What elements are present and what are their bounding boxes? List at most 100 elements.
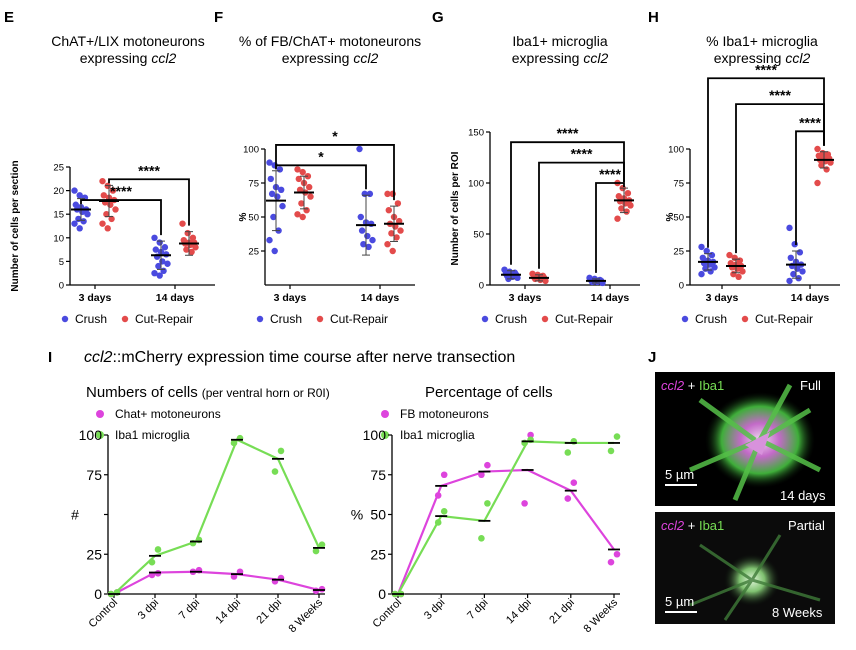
significance-label: **** — [755, 61, 777, 77]
data-point — [384, 241, 391, 248]
scale-bar-label: 5 µm — [665, 467, 694, 482]
y-tick-label: 50 — [473, 230, 484, 241]
data-point — [627, 202, 634, 209]
series-line — [396, 468, 615, 595]
y-tick-label: 100 — [363, 427, 387, 443]
data-point — [161, 244, 169, 251]
data-point — [298, 200, 305, 207]
data-point — [618, 205, 625, 212]
significance-label: * — [332, 128, 338, 144]
legend-marker — [256, 315, 264, 323]
title-italic: ccl2 — [583, 50, 608, 66]
data-point — [179, 220, 186, 227]
data-point — [360, 241, 367, 248]
data-point — [271, 247, 278, 255]
x-tick-label: 14 days — [156, 292, 195, 304]
data-point — [103, 211, 110, 218]
data-point — [296, 186, 304, 193]
data-point — [278, 186, 285, 193]
chart-title: Numbers of cells (per ventral horn or R0I… — [86, 384, 330, 401]
data-point — [164, 260, 171, 267]
y-tick-label: 75 — [86, 467, 102, 483]
data-point — [787, 254, 794, 261]
data-point — [76, 225, 83, 232]
data-point — [267, 175, 274, 183]
data-point — [294, 211, 301, 218]
data-point — [358, 227, 366, 234]
data-point — [514, 274, 521, 282]
x-tick-label: 3 dpi — [136, 597, 161, 622]
title-text: Numbers of cells — [86, 384, 198, 401]
data-point — [312, 547, 320, 555]
data-point — [478, 535, 485, 542]
significance-bracket — [275, 144, 395, 201]
y-tick-label: 15 — [53, 210, 64, 221]
micrograph-partial-label: ccl2 + Iba1 — [661, 518, 724, 533]
data-point — [156, 239, 163, 246]
y-tick-label: 0 — [679, 281, 684, 292]
data-point — [440, 508, 448, 515]
data-point — [270, 213, 277, 221]
data-point — [394, 200, 402, 207]
data-point — [276, 166, 284, 173]
y-tick-label: 25 — [86, 546, 102, 562]
legend-marker — [316, 315, 324, 323]
title-text: expressing — [80, 50, 152, 66]
x-tick-label: 3 dpi — [422, 597, 447, 622]
x-tick-label: 14 days — [591, 292, 630, 304]
x-tick-label: 7 dpi — [177, 597, 202, 622]
significance-bracket — [595, 182, 625, 273]
y-tick-label: 75 — [370, 467, 386, 483]
significance-bracket — [80, 199, 162, 236]
data-point — [726, 251, 733, 259]
data-point — [484, 500, 491, 507]
data-point — [786, 277, 793, 285]
micrograph-partial: ccl2 + Iba1 Partial 5 µm 8 Weeks — [655, 512, 835, 624]
x-tick-label: 14 dpi — [504, 597, 534, 627]
chart-title-line1: ChAT+/LIX motoneurons — [51, 33, 204, 49]
series-line — [113, 438, 320, 595]
y-axis-label: % — [238, 212, 249, 221]
title-text: expressing — [282, 50, 354, 66]
data-point — [99, 220, 106, 227]
panel-letter: F — [214, 9, 223, 26]
data-point — [107, 201, 114, 208]
data-point — [389, 190, 396, 198]
chart-title: Percentage of cells — [425, 384, 553, 401]
legend-marker — [96, 410, 104, 418]
title-italic: ccl2 — [785, 50, 810, 66]
data-point — [108, 215, 115, 223]
x-tick-label: 14 dpi — [213, 597, 243, 627]
data-point — [786, 224, 793, 232]
legend-label: Crush — [270, 312, 302, 326]
data-point — [299, 168, 306, 176]
micrograph-full: ccl2 + Iba1 Full 5 µm 14 days — [655, 372, 835, 506]
data-point — [396, 217, 403, 225]
data-point — [76, 192, 83, 199]
data-point — [366, 190, 374, 198]
data-point — [607, 558, 615, 566]
legend-label: Crush — [75, 312, 107, 326]
y-tick-label: 100 — [468, 179, 484, 190]
data-point — [148, 558, 156, 566]
data-point — [99, 177, 106, 185]
chart-title-line2: expressing ccl2 — [282, 50, 379, 66]
title-text: expressing — [512, 50, 584, 66]
y-tick-label: 0 — [479, 281, 484, 292]
data-point — [790, 270, 797, 278]
data-point — [188, 248, 195, 256]
micrograph-full-label: ccl2 + Iba1 — [661, 378, 724, 393]
data-point — [154, 546, 162, 553]
legend-label: Cut-Repair — [330, 312, 388, 326]
data-point — [791, 241, 798, 248]
x-tick-label: 14 days — [361, 292, 400, 304]
legend-label: FB motoneurons — [400, 407, 489, 421]
y-tick-label: 50 — [673, 213, 684, 224]
data-point — [440, 471, 448, 479]
legend-label: Crush — [695, 312, 727, 326]
legend-marker — [61, 315, 69, 323]
data-point — [71, 220, 78, 227]
significance-bracket — [275, 164, 367, 190]
y-axis-label: Number of cells per section — [10, 160, 21, 291]
